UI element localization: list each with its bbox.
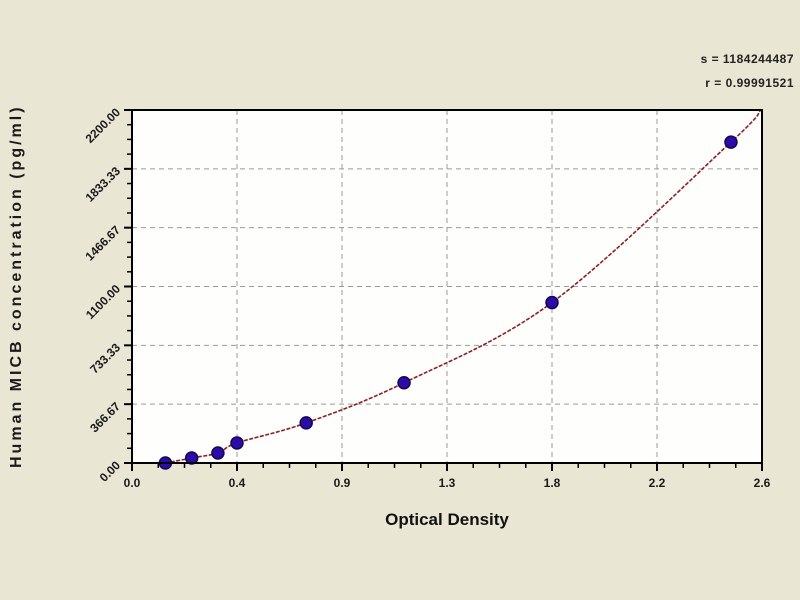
y-tick-label: 0.00 <box>97 458 124 485</box>
x-tick-label: 0.0 <box>124 476 141 490</box>
fit-curve <box>165 109 762 464</box>
x-tick-label: 0.4 <box>229 476 246 490</box>
y-tick-label: 2200.00 <box>83 105 124 146</box>
x-tick-label: 1.8 <box>544 476 561 490</box>
x-tick-label: 0.9 <box>334 476 351 490</box>
fit-statistic-r: r = 0.99991521 <box>705 76 794 90</box>
y-tick-label: 1100.00 <box>83 281 123 321</box>
y-tick-label: 733.33 <box>87 340 123 376</box>
fit-statistic-s: s = 1184244487 <box>700 52 794 66</box>
y-tick-label: 1466.67 <box>83 223 124 264</box>
data-point <box>545 295 559 310</box>
y-axis-title: Human MICB concentration (pg/ml) <box>8 104 25 468</box>
y-tick-label: 366.67 <box>87 399 123 435</box>
data-point <box>211 446 225 460</box>
data-point <box>299 416 313 430</box>
x-tick-label: 2.6 <box>754 476 771 490</box>
data-point <box>397 376 411 390</box>
x-tick-label: 1.3 <box>439 476 456 490</box>
x-axis-title: Optical Density <box>385 510 509 529</box>
x-tick-label: 2.2 <box>649 476 666 490</box>
data-point <box>230 436 244 450</box>
data-point <box>724 135 738 149</box>
y-tick-label: 1833.33 <box>83 164 124 205</box>
